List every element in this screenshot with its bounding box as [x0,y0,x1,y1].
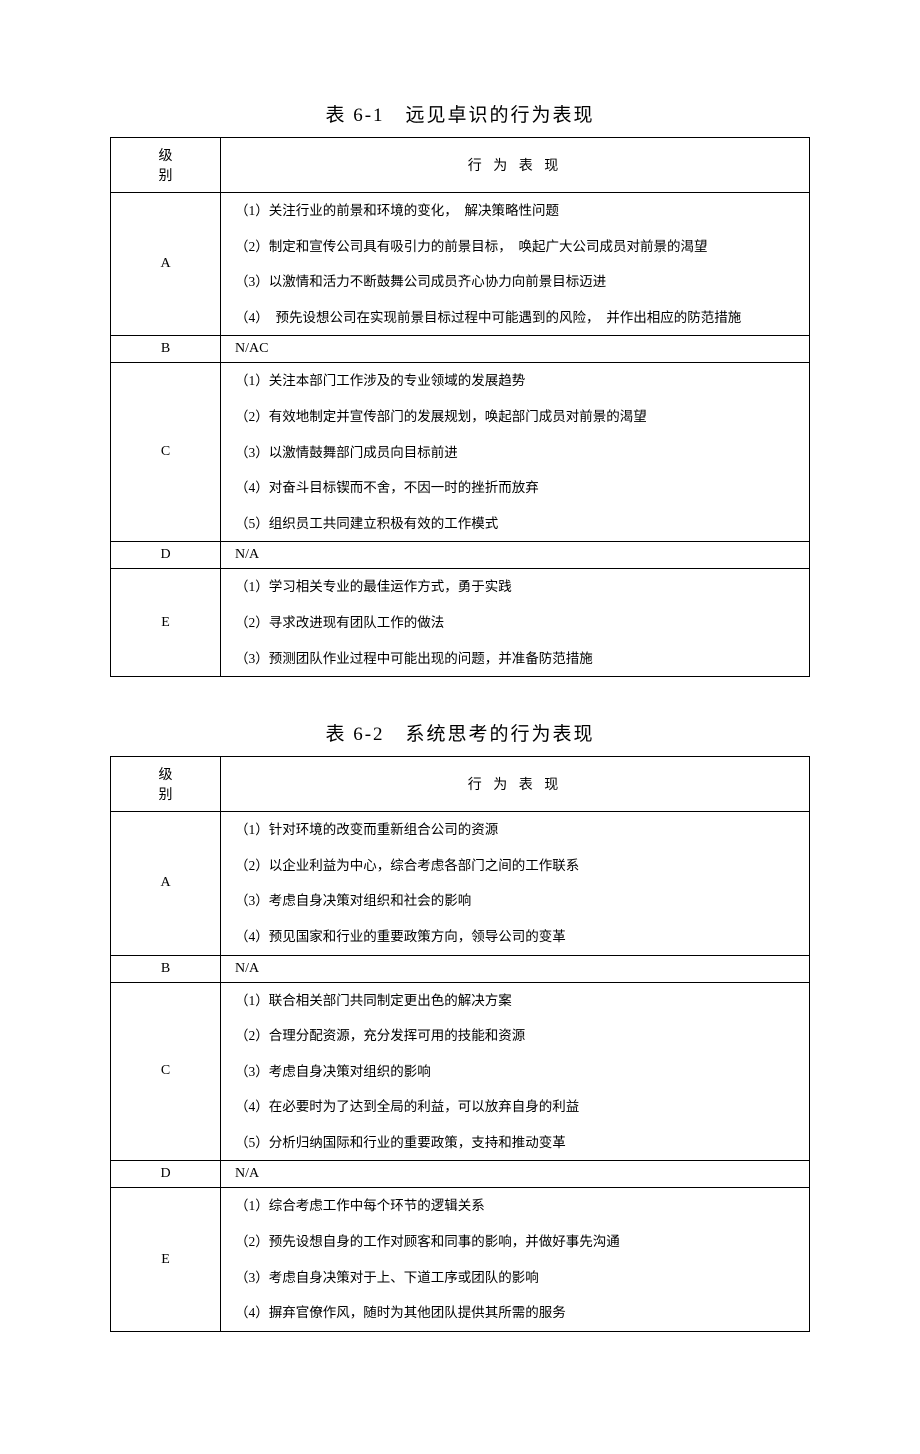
behavior-item: （1）学习相关专业的最佳运作方式，勇于实践 [235,569,795,605]
behavior-item: （3）以激情鼓舞部门成员向目标前进 [235,435,795,471]
table-row: E （1）学习相关专业的最佳运作方式，勇于实践 （2）寻求改进现有团队工作的做法… [111,569,810,677]
behavior-item: （4）对奋斗目标锲而不舍，不因一时的挫折而放弃 [235,470,795,506]
behavior-item: （2）制定和宣传公司具有吸引力的前景目标， 唤起广大公司成员对前景的渴望 [235,229,795,265]
behavior-item: （2）寻求改进现有团队工作的做法 [235,605,795,641]
header-level: 级别 [111,757,221,812]
behavior-item: （1）关注本部门工作涉及的专业领域的发展趋势 [235,363,795,399]
behavior-item: （1）联合相关部门共同制定更出色的解决方案 [235,983,795,1019]
behavior-cell: （1）学习相关专业的最佳运作方式，勇于实践 （2）寻求改进现有团队工作的做法 （… [221,569,810,677]
behavior-cell: （1）关注行业的前景和环境的变化， 解决策略性问题 （2）制定和宣传公司具有吸引… [221,193,810,336]
behavior-cell: （1）联合相关部门共同制定更出色的解决方案 （2）合理分配资源，充分发挥可用的技… [221,982,810,1161]
table-section-1: 表 6-1 远见卓识的行为表现 级别 行 为 表 现 A （1）关注行业的前景和… [110,100,810,677]
table-row: A （1）关注行业的前景和环境的变化， 解决策略性问题 （2）制定和宣传公司具有… [111,193,810,336]
level-cell: C [111,982,221,1161]
level-cell: A [111,812,221,955]
behavior-item: （4）预见国家和行业的重要政策方向，领导公司的变革 [235,919,795,955]
table-row: B N/A [111,955,810,982]
behavior-item: （5）组织员工共同建立积极有效的工作模式 [235,506,795,542]
table-header-row: 级别 行 为 表 现 [111,757,810,812]
behavior-item: （4） 预先设想公司在实现前景目标过程中可能遇到的风险， 并作出相应的防范措施 [235,300,795,336]
level-cell: B [111,955,221,982]
level-cell: B [111,336,221,363]
na-cell: N/A [221,955,810,982]
header-level: 级别 [111,138,221,193]
behavior-item: （3）考虑自身决策对于上、下道工序或团队的影响 [235,1260,795,1296]
behavior-item: （3）预测团队作业过程中可能出现的问题，并准备防范措施 [235,641,795,677]
table-row: E （1）综合考虑工作中每个环节的逻辑关系 （2）预先设想自身的工作对顾客和同事… [111,1188,810,1331]
table-row: D N/A [111,1161,810,1188]
level-cell: D [111,542,221,569]
behavior-item: （1）针对环境的改变而重新组合公司的资源 [235,812,795,848]
na-cell: N/AC [221,336,810,363]
table-header-row: 级别 行 为 表 现 [111,138,810,193]
na-cell: N/A [221,542,810,569]
behavior-item: （2）预先设想自身的工作对顾客和同事的影响，并做好事先沟通 [235,1224,795,1260]
behavior-item: （1）综合考虑工作中每个环节的逻辑关系 [235,1188,795,1224]
behavior-item: （3）以激情和活力不断鼓舞公司成员齐心协力向前景目标迈进 [235,264,795,300]
table-1-title: 表 6-1 远见卓识的行为表现 [110,100,810,127]
table-row: B N/AC [111,336,810,363]
header-behavior: 行 为 表 现 [221,757,810,812]
behavior-item: （3）考虑自身决策对组织和社会的影响 [235,883,795,919]
table-row: A （1）针对环境的改变而重新组合公司的资源 （2）以企业利益为中心，综合考虑各… [111,812,810,955]
behavior-item: （2）合理分配资源，充分发挥可用的技能和资源 [235,1018,795,1054]
level-cell: C [111,363,221,542]
table-2-title: 表 6-2 系统思考的行为表现 [110,719,810,746]
behavior-item: （2）以企业利益为中心，综合考虑各部门之间的工作联系 [235,848,795,884]
behavior-item: （4）摒弃官僚作风，随时为其他团队提供其所需的服务 [235,1295,795,1331]
level-cell: E [111,569,221,677]
table-row: C （1）联合相关部门共同制定更出色的解决方案 （2）合理分配资源，充分发挥可用… [111,982,810,1161]
na-cell: N/A [221,1161,810,1188]
behavior-cell: （1）关注本部门工作涉及的专业领域的发展趋势 （2）有效地制定并宣传部门的发展规… [221,363,810,542]
level-cell: D [111,1161,221,1188]
table-row: D N/A [111,542,810,569]
behavior-cell: （1）针对环境的改变而重新组合公司的资源 （2）以企业利益为中心，综合考虑各部门… [221,812,810,955]
behavior-item: （1）关注行业的前景和环境的变化， 解决策略性问题 [235,193,795,229]
behavior-item: （4）在必要时为了达到全局的利益，可以放弃自身的利益 [235,1089,795,1125]
level-cell: E [111,1188,221,1331]
level-cell: A [111,193,221,336]
behavior-item: （2）有效地制定并宣传部门的发展规划，唤起部门成员对前景的渴望 [235,399,795,435]
behavior-item: （5）分析归纳国际和行业的重要政策，支持和推动变革 [235,1125,795,1161]
table-row: C （1）关注本部门工作涉及的专业领域的发展趋势 （2）有效地制定并宣传部门的发… [111,363,810,542]
table-1: 级别 行 为 表 现 A （1）关注行业的前景和环境的变化， 解决策略性问题 （… [110,137,810,677]
table-2: 级别 行 为 表 现 A （1）针对环境的改变而重新组合公司的资源 （2）以企业… [110,756,810,1332]
header-behavior: 行 为 表 现 [221,138,810,193]
behavior-item: （3）考虑自身决策对组织的影响 [235,1054,795,1090]
table-section-2: 表 6-2 系统思考的行为表现 级别 行 为 表 现 A （1）针对环境的改变而… [110,719,810,1332]
behavior-cell: （1）综合考虑工作中每个环节的逻辑关系 （2）预先设想自身的工作对顾客和同事的影… [221,1188,810,1331]
